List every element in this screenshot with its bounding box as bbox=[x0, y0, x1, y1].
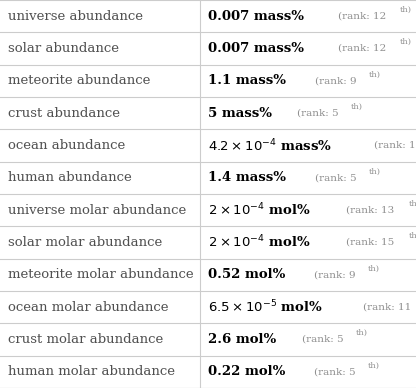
Text: (rank: 5: (rank: 5 bbox=[314, 367, 355, 376]
Text: universe abundance: universe abundance bbox=[8, 10, 143, 23]
Text: th): th) bbox=[400, 6, 412, 14]
Text: th): th) bbox=[409, 232, 416, 240]
Text: 1.1 mass%: 1.1 mass% bbox=[208, 74, 286, 87]
Text: (rank: 12: (rank: 12 bbox=[338, 44, 386, 53]
Text: 5 mass%: 5 mass% bbox=[208, 107, 272, 120]
Text: 1.4 mass%: 1.4 mass% bbox=[208, 171, 286, 184]
Text: (rank: 5: (rank: 5 bbox=[302, 335, 344, 344]
Text: meteorite molar abundance: meteorite molar abundance bbox=[8, 268, 193, 281]
Text: human molar abundance: human molar abundance bbox=[8, 365, 175, 378]
Text: th): th) bbox=[368, 361, 379, 369]
Text: $4.2\times10^{-4}$ mass%: $4.2\times10^{-4}$ mass% bbox=[208, 137, 332, 154]
Text: 0.52 mol%: 0.52 mol% bbox=[208, 268, 285, 281]
Text: human abundance: human abundance bbox=[8, 171, 132, 184]
Text: 0.007 mass%: 0.007 mass% bbox=[208, 42, 304, 55]
Text: $2\times10^{-4}$ mol%: $2\times10^{-4}$ mol% bbox=[208, 202, 311, 218]
Text: (rank: 13: (rank: 13 bbox=[347, 206, 395, 215]
Text: (rank: 12: (rank: 12 bbox=[338, 12, 386, 21]
Text: meteorite abundance: meteorite abundance bbox=[8, 74, 150, 87]
Text: th): th) bbox=[350, 103, 362, 111]
Text: 2.6 mol%: 2.6 mol% bbox=[208, 333, 276, 346]
Text: th): th) bbox=[368, 264, 379, 272]
Text: th): th) bbox=[368, 167, 380, 175]
Text: crust abundance: crust abundance bbox=[8, 107, 120, 120]
Text: (rank: 11: (rank: 11 bbox=[363, 303, 411, 312]
Text: $2\times10^{-4}$ mol%: $2\times10^{-4}$ mol% bbox=[208, 234, 311, 251]
Text: 0.22 mol%: 0.22 mol% bbox=[208, 365, 285, 378]
Text: (rank: 5: (rank: 5 bbox=[297, 109, 338, 118]
Text: (rank: 15: (rank: 15 bbox=[347, 238, 395, 247]
Text: (rank: 9: (rank: 9 bbox=[314, 76, 356, 85]
Text: th): th) bbox=[400, 38, 412, 46]
Text: $6.5\times10^{-5}$ mol%: $6.5\times10^{-5}$ mol% bbox=[208, 299, 323, 315]
Text: 0.007 mass%: 0.007 mass% bbox=[208, 10, 304, 23]
Text: th): th) bbox=[368, 70, 380, 78]
Text: (rank: 9: (rank: 9 bbox=[314, 270, 355, 279]
Text: solar molar abundance: solar molar abundance bbox=[8, 236, 162, 249]
Text: th): th) bbox=[356, 329, 368, 337]
Text: (rank: 12: (rank: 12 bbox=[374, 141, 416, 150]
Text: universe molar abundance: universe molar abundance bbox=[8, 204, 186, 217]
Text: ocean molar abundance: ocean molar abundance bbox=[8, 301, 168, 314]
Text: (rank: 5: (rank: 5 bbox=[314, 173, 356, 182]
Text: th): th) bbox=[409, 200, 416, 208]
Text: ocean abundance: ocean abundance bbox=[8, 139, 125, 152]
Text: solar abundance: solar abundance bbox=[8, 42, 119, 55]
Text: crust molar abundance: crust molar abundance bbox=[8, 333, 163, 346]
